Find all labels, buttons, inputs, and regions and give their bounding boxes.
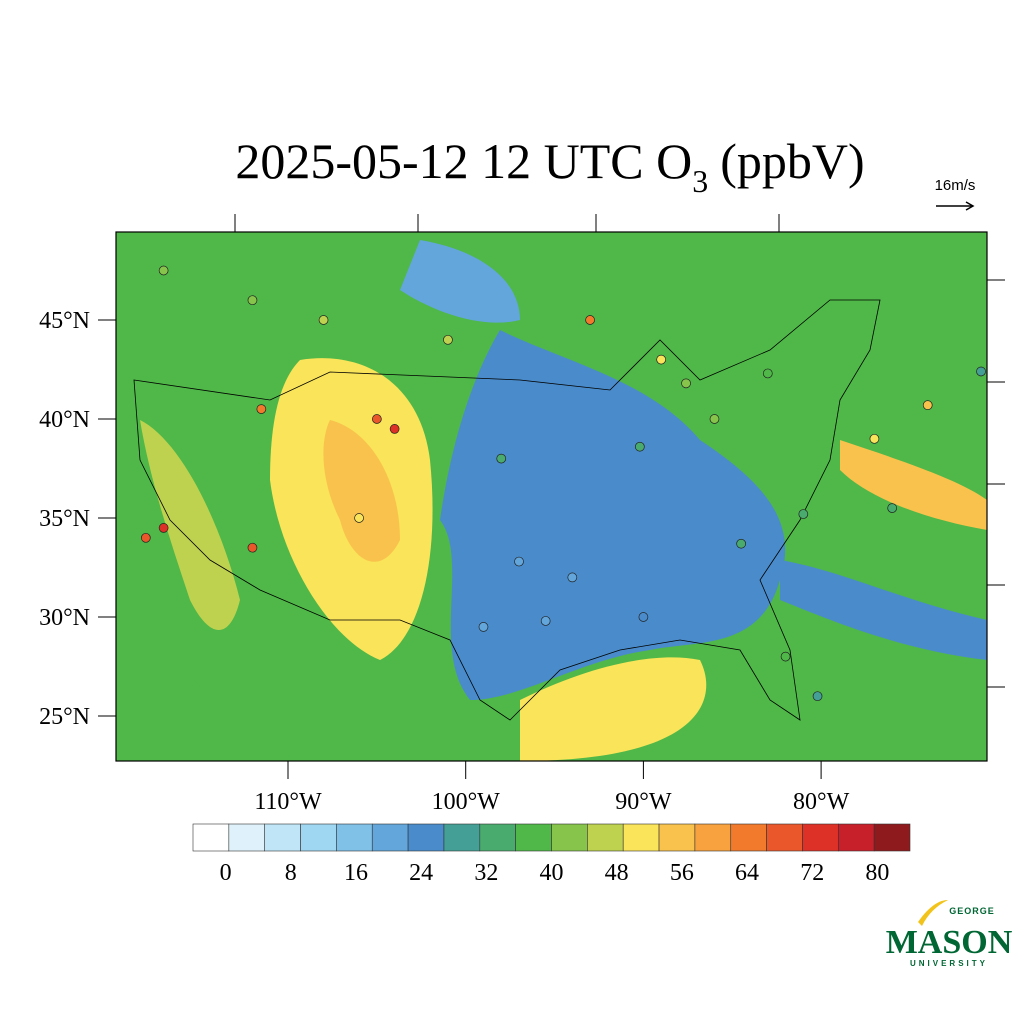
map-frame	[115, 231, 988, 762]
station	[638, 612, 649, 622]
logo-bottom: UNIVERSITY	[910, 959, 988, 968]
colorbar-box	[766, 823, 803, 852]
colorbar-label: 56	[670, 860, 694, 886]
station	[140, 532, 151, 543]
lon-tick-label: 90°W	[615, 789, 672, 815]
station	[887, 503, 898, 513]
station	[540, 616, 551, 626]
station	[88, 464, 97, 473]
axes: 45°N 40°N 35°N 30°N 25°N 110°W 100°W 90°W 80°W	[39, 308, 850, 815]
logo: GEORGE MASON UNIVERSITY	[886, 900, 1013, 968]
colorbar-label: 0	[220, 860, 232, 886]
colorbar-label: 72	[800, 860, 824, 886]
station	[389, 424, 400, 434]
title-unit: (ppbV)	[720, 133, 864, 189]
lon-tick-label: 110°W	[254, 789, 322, 815]
frame-ticks	[234, 214, 1005, 688]
station	[61, 266, 70, 275]
station	[567, 572, 578, 583]
colorbar-label: 80	[865, 860, 889, 886]
wind-reference: 16m/s	[935, 177, 976, 194]
station	[247, 542, 258, 553]
lon-tick-label: 100°W	[432, 789, 501, 815]
station	[256, 404, 267, 414]
colorbar-label: 16	[344, 860, 368, 886]
station	[158, 523, 169, 533]
colorbar-box	[694, 823, 732, 852]
lon-tick-label: 80°W	[793, 789, 850, 815]
colorbar-box	[371, 823, 409, 852]
colorbar-box	[802, 823, 839, 852]
stations	[61, 265, 986, 702]
colorbar-box	[658, 823, 696, 852]
map-field	[116, 232, 987, 761]
wind-reference-arrow	[936, 201, 975, 211]
colorbar: 0 8 16 24 32 40 48 56 64 72 80	[192, 823, 911, 886]
lat-tick-label: 45°N	[39, 308, 90, 334]
colorbar-label: 32	[474, 860, 498, 886]
colorbar-box	[873, 823, 911, 852]
station	[70, 454, 79, 463]
colorbar-label: 8	[285, 860, 297, 886]
colorbar-label: 24	[409, 860, 433, 886]
station	[736, 538, 746, 549]
lat-tick-label: 35°N	[39, 506, 90, 532]
colorbar-box	[228, 823, 266, 852]
title-main: 2025-05-12 12 UTC O	[235, 133, 692, 189]
station	[514, 556, 524, 567]
lat-tick-label: 30°N	[39, 605, 90, 631]
title: 2025-05-12 12 UTC O3 (ppbV)	[235, 133, 864, 199]
station	[372, 414, 382, 424]
colorbar-box	[192, 823, 230, 852]
colorbar-box	[587, 823, 624, 852]
station	[780, 651, 791, 662]
colorbar-box	[551, 823, 588, 852]
colorbar-box	[479, 823, 516, 852]
station	[798, 509, 809, 519]
station	[976, 366, 986, 377]
station	[443, 334, 453, 345]
colorbar-box	[515, 823, 552, 852]
station	[478, 622, 489, 632]
station	[812, 691, 823, 702]
colorbar-box	[336, 823, 373, 852]
station	[869, 433, 880, 444]
station	[158, 265, 169, 276]
colorbar-label: 48	[605, 860, 629, 886]
colorbar-box	[837, 823, 875, 852]
colorbar-box	[300, 823, 337, 852]
colorbar-box	[264, 823, 301, 852]
colorbar-box	[622, 823, 660, 852]
station	[247, 295, 258, 306]
station	[709, 414, 720, 424]
station	[762, 368, 773, 379]
lat-tick-label: 40°N	[39, 407, 90, 433]
colorbar-label: 40	[540, 860, 564, 886]
station	[585, 315, 595, 325]
title-subscript: 3	[692, 163, 708, 199]
logo-top: GEORGE	[949, 906, 995, 916]
station	[354, 513, 364, 523]
station	[681, 378, 691, 389]
colorbar-label: 64	[735, 860, 759, 886]
station	[634, 441, 645, 452]
lat-tick-label: 25°N	[39, 704, 90, 730]
station	[656, 354, 667, 365]
logo-main: MASON	[886, 924, 1013, 961]
colorbar-box	[730, 823, 767, 852]
station	[496, 453, 507, 464]
station	[922, 400, 933, 410]
colorbar-box	[407, 823, 445, 852]
colorbar-box	[443, 823, 481, 852]
station	[318, 315, 329, 325]
